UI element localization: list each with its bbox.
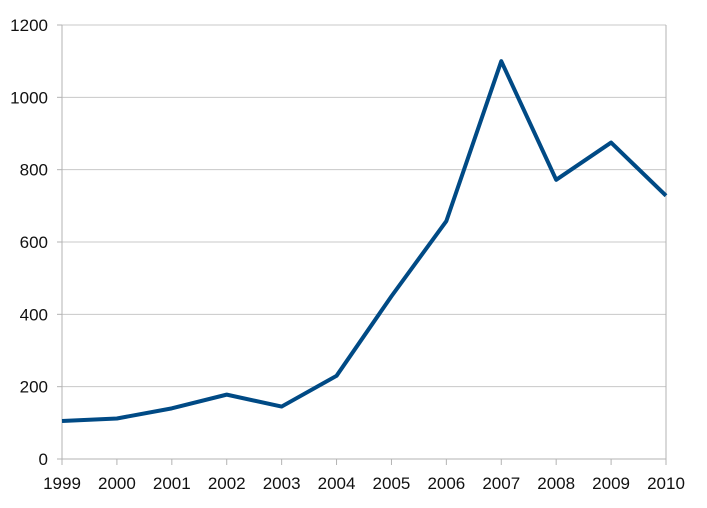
y-tick-label: 0 (39, 450, 48, 469)
x-tick-label: 2001 (153, 474, 191, 493)
x-tick-label: 2009 (592, 474, 630, 493)
y-tick-label: 400 (20, 305, 48, 324)
series-line-0 (62, 61, 666, 421)
x-tick-label: 2002 (208, 474, 246, 493)
y-tick-label: 800 (20, 161, 48, 180)
y-tick-label: 1000 (10, 88, 48, 107)
y-tick-label: 1200 (10, 16, 48, 35)
x-tick-label: 2008 (537, 474, 575, 493)
x-tick-label: 2000 (98, 474, 136, 493)
x-tick-label: 2005 (373, 474, 411, 493)
axes (57, 25, 666, 465)
x-tick-label: 1999 (43, 474, 81, 493)
x-tick-label: 2010 (647, 474, 685, 493)
x-tick-label: 2006 (427, 474, 465, 493)
y-tick-label: 600 (20, 233, 48, 252)
y-tick-labels: 0 200 400 600 800 1000 1200 (10, 16, 48, 469)
gridlines (62, 25, 666, 387)
x-tick-labels: 1999 2000 2001 2002 2003 2004 2005 2006 2007 2008… (43, 474, 685, 493)
x-tick-label: 2004 (318, 474, 356, 493)
series-layer (62, 61, 666, 421)
y-tick-label: 200 (20, 378, 48, 397)
x-tick-label: 2007 (482, 474, 520, 493)
x-tick-label: 2003 (263, 474, 301, 493)
